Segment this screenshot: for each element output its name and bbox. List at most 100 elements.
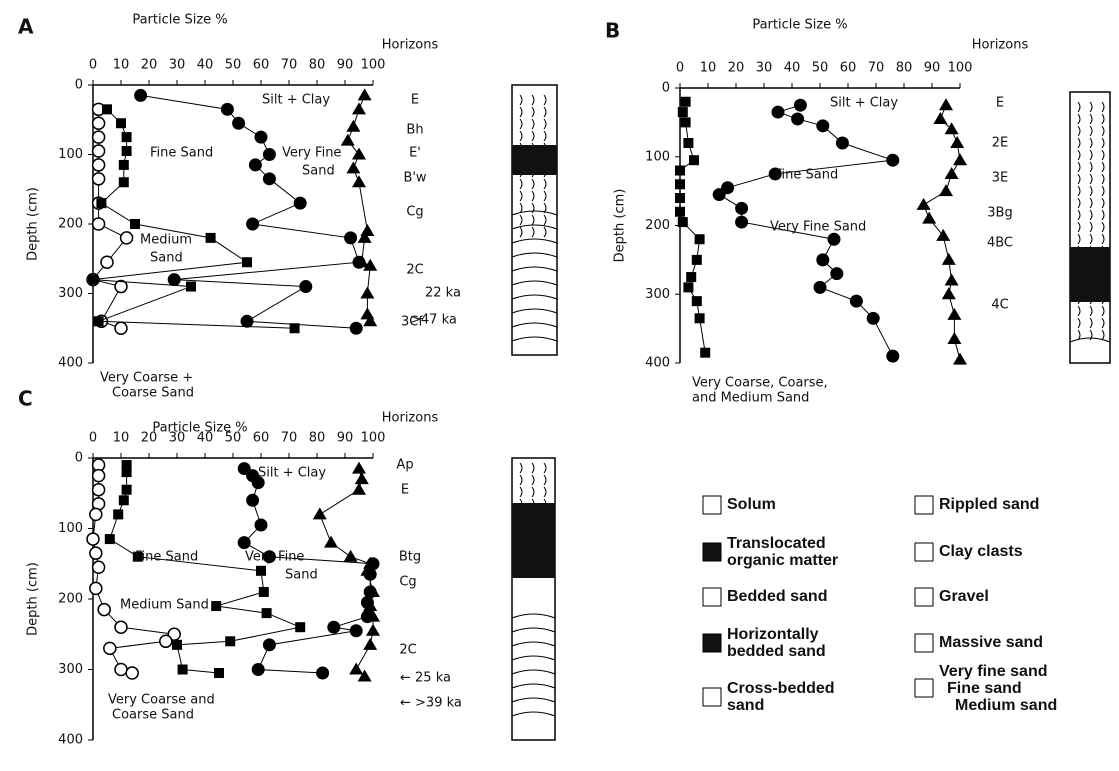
x-tick-label: 80 xyxy=(309,431,326,446)
point xyxy=(119,177,129,187)
point xyxy=(791,112,804,125)
point xyxy=(252,663,265,676)
y-axis-title: Depth (cm) xyxy=(26,562,41,636)
point xyxy=(947,332,961,344)
x-tick-label: 0 xyxy=(89,58,97,73)
point xyxy=(683,138,693,148)
x-tick-label: 50 xyxy=(225,431,242,446)
x-tick-label: 70 xyxy=(281,58,298,73)
point xyxy=(349,663,363,675)
strat-column xyxy=(512,85,557,355)
point xyxy=(794,99,807,112)
y-tick-label: 300 xyxy=(58,286,83,301)
point xyxy=(675,207,685,217)
point xyxy=(350,322,363,335)
age-label: >47 ka xyxy=(410,313,457,328)
legend-label: Massive sand xyxy=(939,634,1043,651)
figure: AParticle Size %HorizonsDepth (cm)010203… xyxy=(0,0,1119,771)
point xyxy=(953,153,967,165)
point xyxy=(126,667,138,679)
point xyxy=(341,134,355,146)
annotation: Fine Sand xyxy=(135,550,198,565)
horizon-label: 3Bg xyxy=(987,206,1012,221)
point xyxy=(346,120,360,132)
point xyxy=(186,282,196,292)
point xyxy=(93,117,105,129)
point xyxy=(350,624,363,637)
point xyxy=(115,621,127,633)
legend-label: Fine sand xyxy=(947,680,1022,697)
point xyxy=(246,218,259,231)
point xyxy=(953,353,967,365)
point xyxy=(945,122,959,134)
y-tick-label: 300 xyxy=(645,287,670,302)
point xyxy=(922,212,936,224)
point xyxy=(867,312,880,325)
point xyxy=(115,322,127,334)
x-tick-label: 70 xyxy=(868,61,885,76)
legend-label: Horizontally xyxy=(727,626,819,643)
legend-swatch xyxy=(703,688,721,706)
legend-swatch xyxy=(915,679,933,697)
x-tick-label: 30 xyxy=(169,431,186,446)
point xyxy=(886,350,899,363)
point xyxy=(939,184,953,196)
legend-label: Medium sand xyxy=(955,697,1057,714)
panel-label: A xyxy=(18,15,34,39)
point xyxy=(352,462,366,474)
point xyxy=(360,287,374,299)
y-tick-label: 0 xyxy=(662,81,670,96)
point xyxy=(172,640,182,650)
point xyxy=(366,624,380,636)
strat-column xyxy=(1070,92,1110,363)
annotation: Silt + Clay xyxy=(262,93,330,108)
point xyxy=(933,112,947,124)
point xyxy=(735,202,748,215)
x-tick-label: 100 xyxy=(361,431,386,446)
point xyxy=(681,117,691,127)
x-tick-label: 30 xyxy=(169,58,186,73)
annotation: Sand xyxy=(150,251,183,266)
point xyxy=(358,88,372,100)
annotation: Very Fine Sand xyxy=(770,220,866,235)
x-tick-label: 40 xyxy=(197,431,214,446)
annotation: Very Fine xyxy=(282,146,341,161)
x-tick-label: 40 xyxy=(784,61,801,76)
annotation: Sand xyxy=(302,164,335,179)
x-tick-label: 20 xyxy=(728,61,745,76)
point xyxy=(249,158,262,171)
point xyxy=(836,137,849,150)
point xyxy=(93,131,105,143)
point xyxy=(327,621,340,634)
point xyxy=(360,224,374,236)
point xyxy=(936,229,950,241)
panel-label: C xyxy=(18,387,33,411)
horizon-label: 4C xyxy=(991,298,1008,313)
point xyxy=(942,253,956,265)
point xyxy=(178,665,188,675)
point xyxy=(360,307,374,319)
x-tick-label: 70 xyxy=(281,431,298,446)
x-tick-label: 90 xyxy=(337,431,354,446)
point xyxy=(689,155,699,165)
point xyxy=(115,664,127,676)
point xyxy=(735,216,748,229)
point xyxy=(692,296,702,306)
y-tick-label: 400 xyxy=(645,356,670,371)
point xyxy=(214,668,224,678)
annotation: Medium Sand xyxy=(120,598,209,613)
age-label: ← 25 ka xyxy=(400,671,451,686)
point xyxy=(88,275,98,285)
horizon-label: Cg xyxy=(406,205,423,220)
legend-label: Solum xyxy=(727,496,776,513)
point xyxy=(324,536,338,548)
annotation: Silt + Clay xyxy=(830,96,898,111)
x-tick-label: 80 xyxy=(896,61,913,76)
annotation: Medium xyxy=(140,233,192,248)
x-tick-label: 60 xyxy=(253,58,270,73)
point xyxy=(828,233,841,246)
point xyxy=(113,509,123,519)
point xyxy=(93,159,105,171)
point xyxy=(772,106,785,119)
point xyxy=(93,173,105,185)
